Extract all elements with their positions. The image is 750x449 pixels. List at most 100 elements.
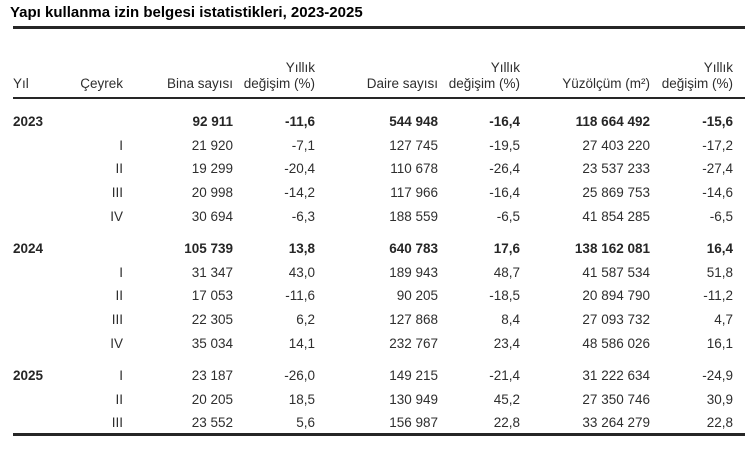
header-ceyrek: Çeyrek <box>68 27 128 99</box>
header-yillik-label: Yıllık <box>285 59 315 75</box>
cell-yil: 2025 <box>13 367 44 383</box>
cell-yuzolcum-yillik-degisim: 4,7 <box>714 312 733 328</box>
cell-ceyrek: I <box>119 137 123 153</box>
cell-yuzolcum-yillik-degisim: 30,9 <box>706 391 733 407</box>
table-row: III 23 552 5,6 156 987 22,8 33 264 279 2… <box>13 411 745 435</box>
header-ceyrek-label: Çeyrek <box>80 75 123 91</box>
table-header-row: Yıl Çeyrek Bina sayısı Yıllık değişim (%… <box>13 27 745 99</box>
cell-bina-yillik-degisim: 18,5 <box>288 391 315 407</box>
cell-ceyrek: III <box>111 414 123 430</box>
cell-bina-yillik-degisim: -26,0 <box>284 367 315 383</box>
cell-yuzolcum: 27 350 746 <box>582 391 650 407</box>
cell-yuzolcum: 31 222 634 <box>582 367 650 383</box>
cell-bina-sayisi: 21 920 <box>191 137 233 153</box>
cell-daire-yillik-degisim: 48,7 <box>493 264 520 280</box>
cell-yuzolcum: 41 587 534 <box>582 264 650 280</box>
cell-yil <box>13 411 68 435</box>
table-row: 2024 105 739 13,8 640 783 17,6 138 162 0… <box>13 228 745 260</box>
header-yillik-label: Yıllık <box>490 59 520 75</box>
table-row: III 22 305 6,2 127 868 8,4 27 093 732 4,… <box>13 308 745 332</box>
table-row: II 20 205 18,5 130 949 45,2 27 350 746 3… <box>13 387 745 411</box>
cell-yuzolcum-yillik-degisim: -24,9 <box>702 367 733 383</box>
cell-yuzolcum: 23 537 233 <box>582 161 650 177</box>
table-row: III 20 998 -14,2 117 966 -16,4 25 869 75… <box>13 181 745 205</box>
cell-bina-sayisi: 35 034 <box>191 336 233 352</box>
cell-daire-sayisi: 149 215 <box>389 367 438 383</box>
cell-bina-sayisi: 30 694 <box>191 209 233 225</box>
cell-daire-sayisi: 90 205 <box>396 288 438 304</box>
cell-bina-yillik-degisim: 13,8 <box>288 240 315 256</box>
cell-yil <box>13 387 68 411</box>
cell-bina-yillik-degisim: 43,0 <box>288 264 315 280</box>
cell-yuzolcum-yillik-degisim: -17,2 <box>702 137 733 153</box>
cell-daire-sayisi: 188 559 <box>389 209 438 225</box>
cell-bina-sayisi: 23 552 <box>191 414 233 430</box>
cell-bina-yillik-degisim: -20,4 <box>284 161 315 177</box>
cell-bina-yillik-degisim: 14,1 <box>288 336 315 352</box>
cell-daire-yillik-degisim: -26,4 <box>489 161 520 177</box>
cell-yil <box>13 205 68 229</box>
header-daire-sayisi-label: Daire sayısı <box>366 75 438 91</box>
cell-daire-yillik-degisim: 8,4 <box>501 312 520 328</box>
cell-ceyrek: II <box>115 288 123 304</box>
cell-yil <box>13 157 68 181</box>
cell-ceyrek: I <box>119 264 123 280</box>
cell-daire-sayisi: 110 678 <box>390 161 438 177</box>
cell-yuzolcum: 25 869 753 <box>582 185 650 201</box>
cell-yuzolcum-yillik-degisim: 22,8 <box>706 414 733 430</box>
table-row: 2023 92 911 -11,6 544 948 -16,4 118 664 … <box>13 98 745 134</box>
cell-yuzolcum: 138 162 081 <box>574 240 650 256</box>
cell-daire-yillik-degisim: 23,4 <box>493 336 520 352</box>
header-degisim-label: değişim (%) <box>661 75 733 91</box>
header-daire-yillik-degisim: Yıllık değişim (%) <box>438 27 520 99</box>
header-degisim-label: değişim (%) <box>243 75 315 91</box>
cell-ceyrek <box>68 228 128 260</box>
cell-daire-sayisi: 189 943 <box>389 264 438 280</box>
cell-bina-sayisi: 92 911 <box>192 114 233 130</box>
cell-bina-sayisi: 17 053 <box>191 288 233 304</box>
cell-ceyrek: III <box>111 312 123 328</box>
cell-yuzolcum: 41 854 285 <box>582 209 650 225</box>
cell-yil: 2023 <box>13 114 44 130</box>
cell-ceyrek <box>68 98 128 134</box>
cell-bina-sayisi: 20 205 <box>191 391 233 407</box>
table-row: 2025 I 23 187 -26,0 149 215 -21,4 31 222… <box>13 355 745 387</box>
cell-daire-yillik-degisim: 17,6 <box>493 240 520 256</box>
cell-ceyrek: I <box>119 367 123 383</box>
header-yillik-label: Yıllık <box>703 59 733 75</box>
table-row: IV 35 034 14,1 232 767 23,4 48 586 026 1… <box>13 332 745 356</box>
cell-daire-yillik-degisim: -6,5 <box>496 209 520 225</box>
cell-yuzolcum-yillik-degisim: -15,6 <box>702 114 733 130</box>
cell-daire-yillik-degisim: 45,2 <box>493 391 520 407</box>
cell-yil <box>13 308 68 332</box>
cell-ceyrek: IV <box>110 336 123 352</box>
cell-yil <box>13 181 68 205</box>
cell-yuzolcum: 27 403 220 <box>582 137 650 153</box>
cell-daire-yillik-degisim: 22,8 <box>493 414 520 430</box>
cell-bina-yillik-degisim: -11,6 <box>284 114 315 130</box>
cell-ceyrek: II <box>115 391 123 407</box>
cell-bina-sayisi: 22 305 <box>191 312 233 328</box>
header-yil-label: Yıl <box>13 75 29 91</box>
cell-daire-sayisi: 130 949 <box>389 391 438 407</box>
cell-daire-yillik-degisim: -19,5 <box>489 137 520 153</box>
cell-yuzolcum-yillik-degisim: -14,6 <box>702 185 733 201</box>
cell-bina-yillik-degisim: -6,3 <box>291 209 315 225</box>
cell-bina-yillik-degisim: 6,2 <box>296 312 315 328</box>
cell-daire-sayisi: 544 948 <box>389 114 438 130</box>
cell-bina-yillik-degisim: 5,6 <box>296 414 315 430</box>
header-yuzolcum-label: Yüzölçüm (m²) <box>562 75 650 91</box>
table-row: II 17 053 -11,6 90 205 -18,5 20 894 790 … <box>13 284 745 308</box>
cell-bina-sayisi: 31 347 <box>191 264 233 280</box>
cell-daire-sayisi: 640 783 <box>389 240 438 256</box>
table-body: 2023 92 911 -11,6 544 948 -16,4 118 664 … <box>13 98 745 435</box>
cell-yil <box>13 260 68 284</box>
cell-yuzolcum-yillik-degisim: -11,2 <box>703 288 733 304</box>
header-yuzolcum-yillik-degisim: Yıllık değişim (%) <box>650 27 745 99</box>
cell-yuzolcum: 118 664 492 <box>575 114 650 130</box>
cell-yuzolcum: 33 264 279 <box>582 414 650 430</box>
table-row: I 31 347 43,0 189 943 48,7 41 587 534 51… <box>13 260 745 284</box>
header-bina-sayisi: Bina sayısı <box>128 27 233 99</box>
cell-yuzolcum-yillik-degisim: 51,8 <box>706 264 733 280</box>
